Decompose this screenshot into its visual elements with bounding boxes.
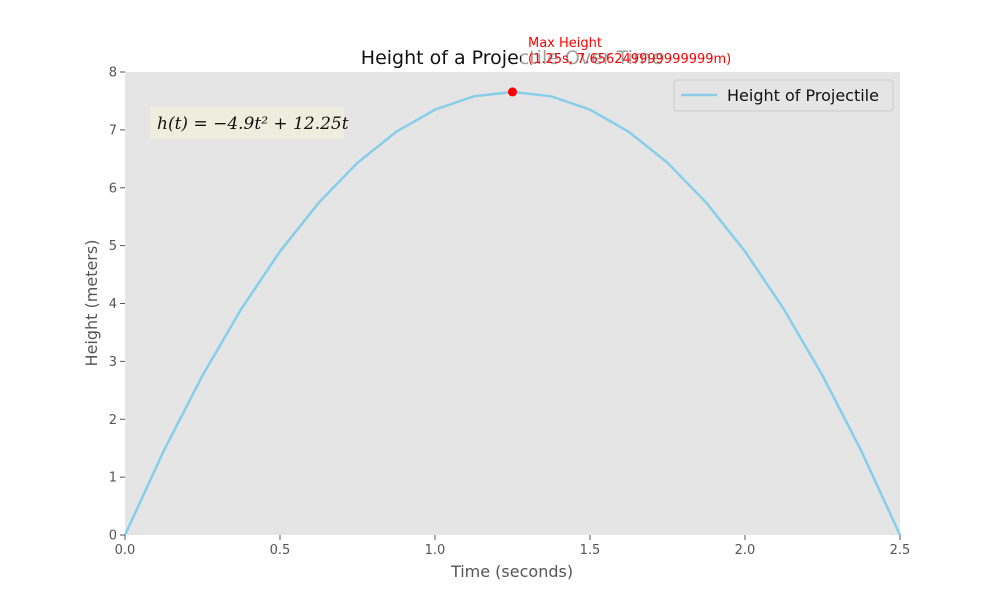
- y-tick-label: 0: [109, 529, 117, 544]
- max-height-annotation: Max Height (1.25s, 7.656249999999999m): [521, 30, 750, 70]
- x-tick-label: 2.5: [890, 543, 911, 558]
- y-tick-label: 5: [109, 239, 117, 254]
- y-tick-label: 2: [109, 413, 117, 428]
- y-tick-label: 7: [109, 123, 117, 138]
- formula-text: h(t) = −4.9t² + 12.25t: [157, 114, 349, 134]
- y-axis-ticks: 0 1 2 3 4 5 6 7 8: [109, 66, 125, 544]
- y-axis-title: Height (meters): [82, 240, 101, 367]
- x-tick-label: 0.5: [270, 543, 291, 558]
- x-tick-label: 1.5: [580, 543, 601, 558]
- x-axis-ticks: 0.0 0.5 1.0 1.5 2.0 2.5: [115, 535, 911, 558]
- plot-area: [125, 72, 900, 535]
- legend-label: Height of Projectile: [727, 86, 879, 105]
- x-tick-label: 1.0: [425, 543, 446, 558]
- y-tick-label: 1: [109, 471, 117, 486]
- max-height-point: [508, 87, 517, 97]
- formula-box: h(t) = −4.9t² + 12.25t: [150, 107, 349, 139]
- annotation-line2: (1.25s, 7.656249999999999m): [528, 52, 731, 67]
- x-axis-title: Time (seconds): [450, 562, 573, 581]
- x-tick-label: 2.0: [735, 543, 756, 558]
- x-tick-label: 0.0: [115, 543, 136, 558]
- annotation-line1: Max Height: [528, 36, 602, 51]
- y-tick-label: 8: [109, 66, 117, 81]
- y-tick-label: 3: [109, 355, 117, 370]
- legend: Height of Projectile: [673, 79, 894, 112]
- y-tick-label: 4: [109, 297, 117, 312]
- y-tick-label: 6: [109, 181, 117, 196]
